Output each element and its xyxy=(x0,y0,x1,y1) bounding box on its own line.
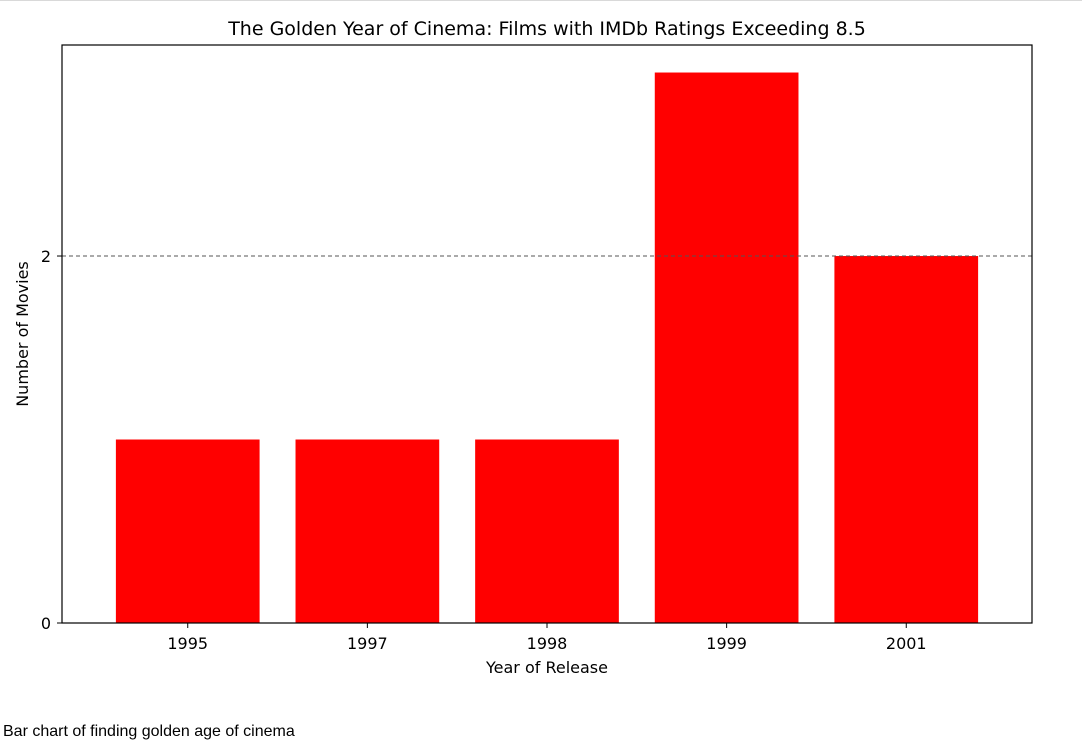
x-tick-label-1999: 1999 xyxy=(706,634,747,653)
chart-title: The Golden Year of Cinema: Films with IM… xyxy=(227,18,866,40)
y-axis-label: Number of Movies xyxy=(13,261,32,407)
y-tick-label-2: 2 xyxy=(41,247,51,266)
x-axis-label: Year of Release xyxy=(485,658,608,677)
bars-group xyxy=(115,72,979,624)
figure-caption: Bar chart of finding golden age of cinem… xyxy=(3,723,295,740)
bar-chart: 1995 1997 1998 1999 2001 02 The Golden Year … xyxy=(13,18,1033,677)
x-ticks-group: 1995 1997 1998 1999 2001 xyxy=(167,623,927,653)
x-tick-label-1997: 1997 xyxy=(347,634,388,653)
x-tick-label-1998: 1998 xyxy=(527,634,568,653)
bar-1995 xyxy=(115,439,260,623)
y-tick-label-0: 0 xyxy=(41,614,51,633)
bar-1997 xyxy=(295,439,440,623)
bar-2001 xyxy=(834,256,979,623)
y-ticks-group: 02 xyxy=(41,247,62,633)
bar-1999 xyxy=(654,72,799,624)
top-border xyxy=(0,0,1082,1)
x-tick-label-2001: 2001 xyxy=(886,634,927,653)
bar-1998 xyxy=(475,439,619,623)
x-tick-label-1995: 1995 xyxy=(167,634,208,653)
